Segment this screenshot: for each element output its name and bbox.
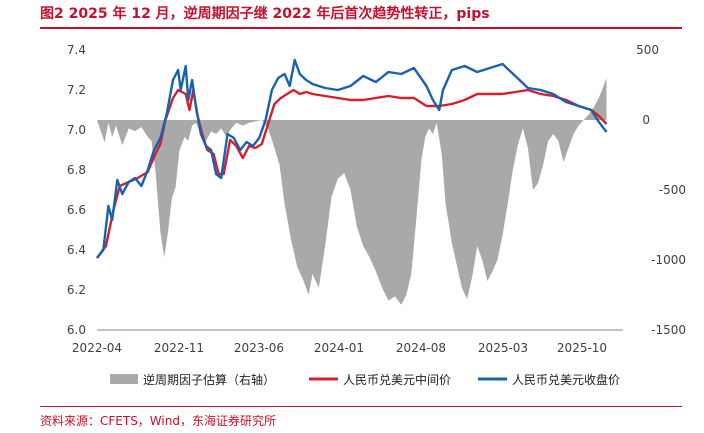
x-tick: 2024-01 <box>314 341 364 355</box>
right-y-tick: -500 <box>659 183 686 197</box>
legend: 逆周期因子估算（右轴） 人民币兑美元中间价 人民币兑美元收盘价 <box>110 372 620 387</box>
chart: 6.0 6.2 6.4 6.6 6.8 7.0 7.2 7.4 -1500 -1… <box>67 43 686 387</box>
left-y-tick: 6.4 <box>67 243 86 257</box>
left-y-tick: 6.2 <box>67 283 86 297</box>
left-y-tick: 7.2 <box>67 83 86 97</box>
rate-lines-layer <box>96 58 608 259</box>
closing-price-line <box>96 58 608 259</box>
left-y-tick: 7.4 <box>67 43 86 57</box>
left-y-tick: 7.0 <box>67 123 86 137</box>
legend-label-central-parity: 人民币兑美元中间价 <box>343 372 451 387</box>
right-y-tick: -1500 <box>651 323 686 337</box>
x-tick: 2025-10 <box>557 341 607 355</box>
source-note: 资料来源：CFETS，Wind，东海证券研究所 <box>40 414 276 428</box>
x-axis: 2022-04 2022-11 2023-06 2024-01 2024-08 … <box>72 341 607 355</box>
figure-title: 图2 2025 年 12 月，逆周期因子继 2022 年后首次趋势性转正，pip… <box>40 6 490 22</box>
x-tick: 2025-03 <box>478 341 528 355</box>
x-tick: 2022-11 <box>154 341 204 355</box>
factor-area <box>97 78 607 305</box>
left-y-tick: 6.8 <box>67 163 86 177</box>
left-y-tick: 6.0 <box>67 323 86 337</box>
x-tick: 2023-06 <box>234 341 284 355</box>
factor-area-layer <box>97 78 607 305</box>
x-tick: 2022-04 <box>72 341 122 355</box>
right-y-axis: -1500 -1000 -500 0 500 <box>636 43 686 337</box>
right-y-tick: 0 <box>642 113 650 127</box>
left-y-axis: 6.0 6.2 6.4 6.6 6.8 7.0 7.2 7.4 <box>67 43 86 337</box>
legend-swatch-factor <box>110 374 138 384</box>
title-rule <box>40 27 682 29</box>
legend-label-factor: 逆周期因子估算（右轴） <box>143 372 275 387</box>
central-parity-line <box>96 88 608 259</box>
left-y-tick: 6.6 <box>67 203 86 217</box>
right-y-tick: -1000 <box>651 253 686 267</box>
x-tick: 2024-08 <box>396 341 446 355</box>
footer-rule <box>40 406 682 407</box>
right-y-tick: 500 <box>636 43 659 57</box>
legend-label-closing: 人民币兑美元收盘价 <box>512 372 620 387</box>
